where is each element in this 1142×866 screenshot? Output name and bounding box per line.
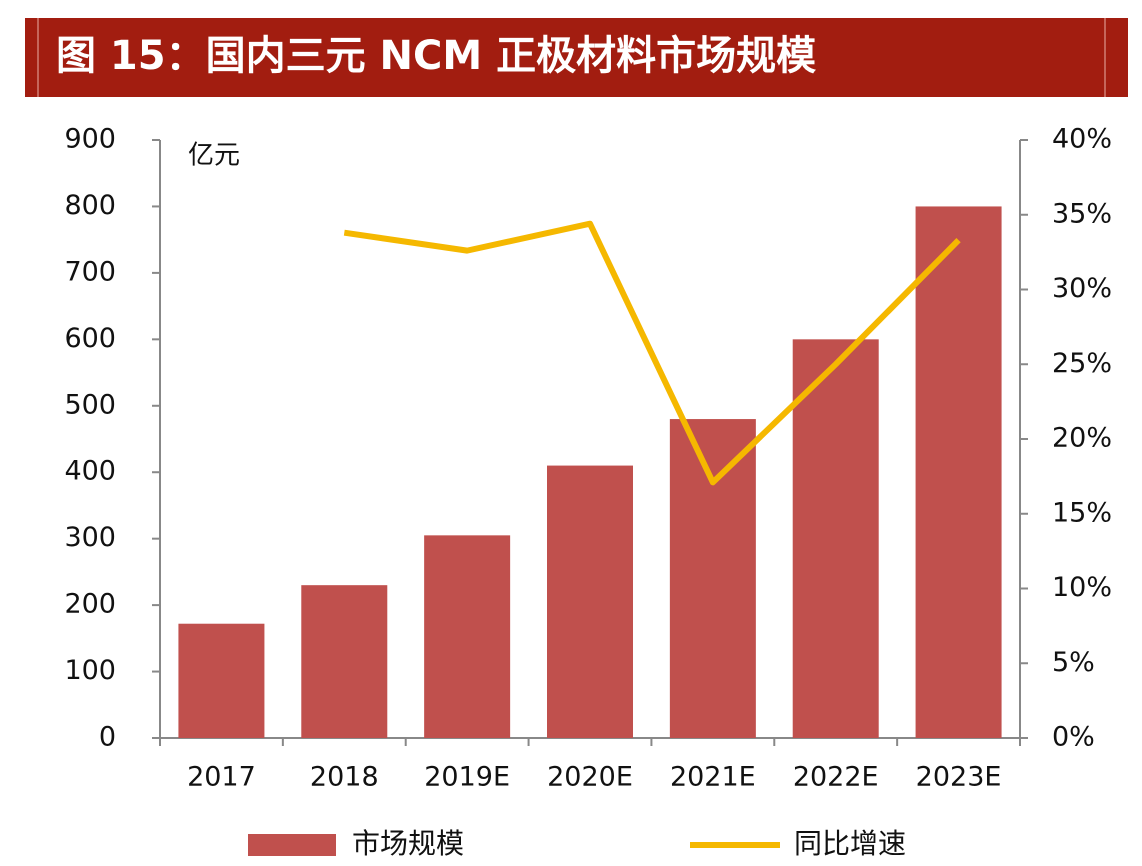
x-tick-label: 2022E bbox=[793, 762, 879, 793]
chart-title: 图 15：国内三元 NCM 正极材料市场规模 bbox=[56, 33, 816, 79]
line-series bbox=[343, 220, 961, 486]
y-tick-label: 400 bbox=[64, 456, 116, 487]
x-tick-label: 2019E bbox=[424, 762, 510, 793]
y-tick-label: 600 bbox=[64, 323, 116, 354]
y-tick-label: 800 bbox=[64, 190, 116, 221]
legend-label: 市场规模 bbox=[352, 827, 464, 860]
y2-tick-label: 10% bbox=[1052, 572, 1112, 603]
y-tick-label: 300 bbox=[64, 522, 116, 553]
x-tick-label: 2020E bbox=[547, 762, 633, 793]
y2-tick-label: 0% bbox=[1052, 722, 1095, 753]
x-tick-label: 2023E bbox=[916, 762, 1002, 793]
bar bbox=[547, 465, 633, 738]
title-banner bbox=[25, 18, 1128, 97]
legend-swatch bbox=[248, 834, 336, 856]
y2-tick-label: 25% bbox=[1052, 348, 1112, 379]
y-tick-label: 100 bbox=[64, 655, 116, 686]
y2-tick-label: 40% bbox=[1052, 124, 1112, 155]
y-tick-label: 500 bbox=[64, 389, 116, 420]
y2-tick-label: 15% bbox=[1052, 497, 1112, 528]
y2-tick-label: 30% bbox=[1052, 273, 1112, 304]
y2-tick-label: 5% bbox=[1052, 647, 1095, 678]
x-tick-label: 2017 bbox=[187, 762, 256, 793]
y2-tick-label: 20% bbox=[1052, 423, 1112, 454]
y-tick-label: 200 bbox=[64, 589, 116, 620]
bar bbox=[669, 419, 756, 738]
y-tick-label: 0 bbox=[99, 722, 116, 753]
bar bbox=[178, 623, 265, 738]
y-unit-label: 亿元 bbox=[188, 141, 240, 171]
y-tick-label: 700 bbox=[64, 256, 116, 287]
bar bbox=[424, 535, 511, 738]
legend-label: 同比增速 bbox=[794, 827, 906, 860]
bar bbox=[301, 585, 388, 738]
x-tick-label: 2018 bbox=[310, 762, 379, 793]
bar bbox=[915, 206, 1002, 738]
x-tick-label: 2021E bbox=[670, 762, 756, 793]
y-tick-label: 900 bbox=[64, 124, 116, 155]
bar bbox=[792, 339, 879, 738]
y2-tick-label: 35% bbox=[1052, 198, 1112, 229]
